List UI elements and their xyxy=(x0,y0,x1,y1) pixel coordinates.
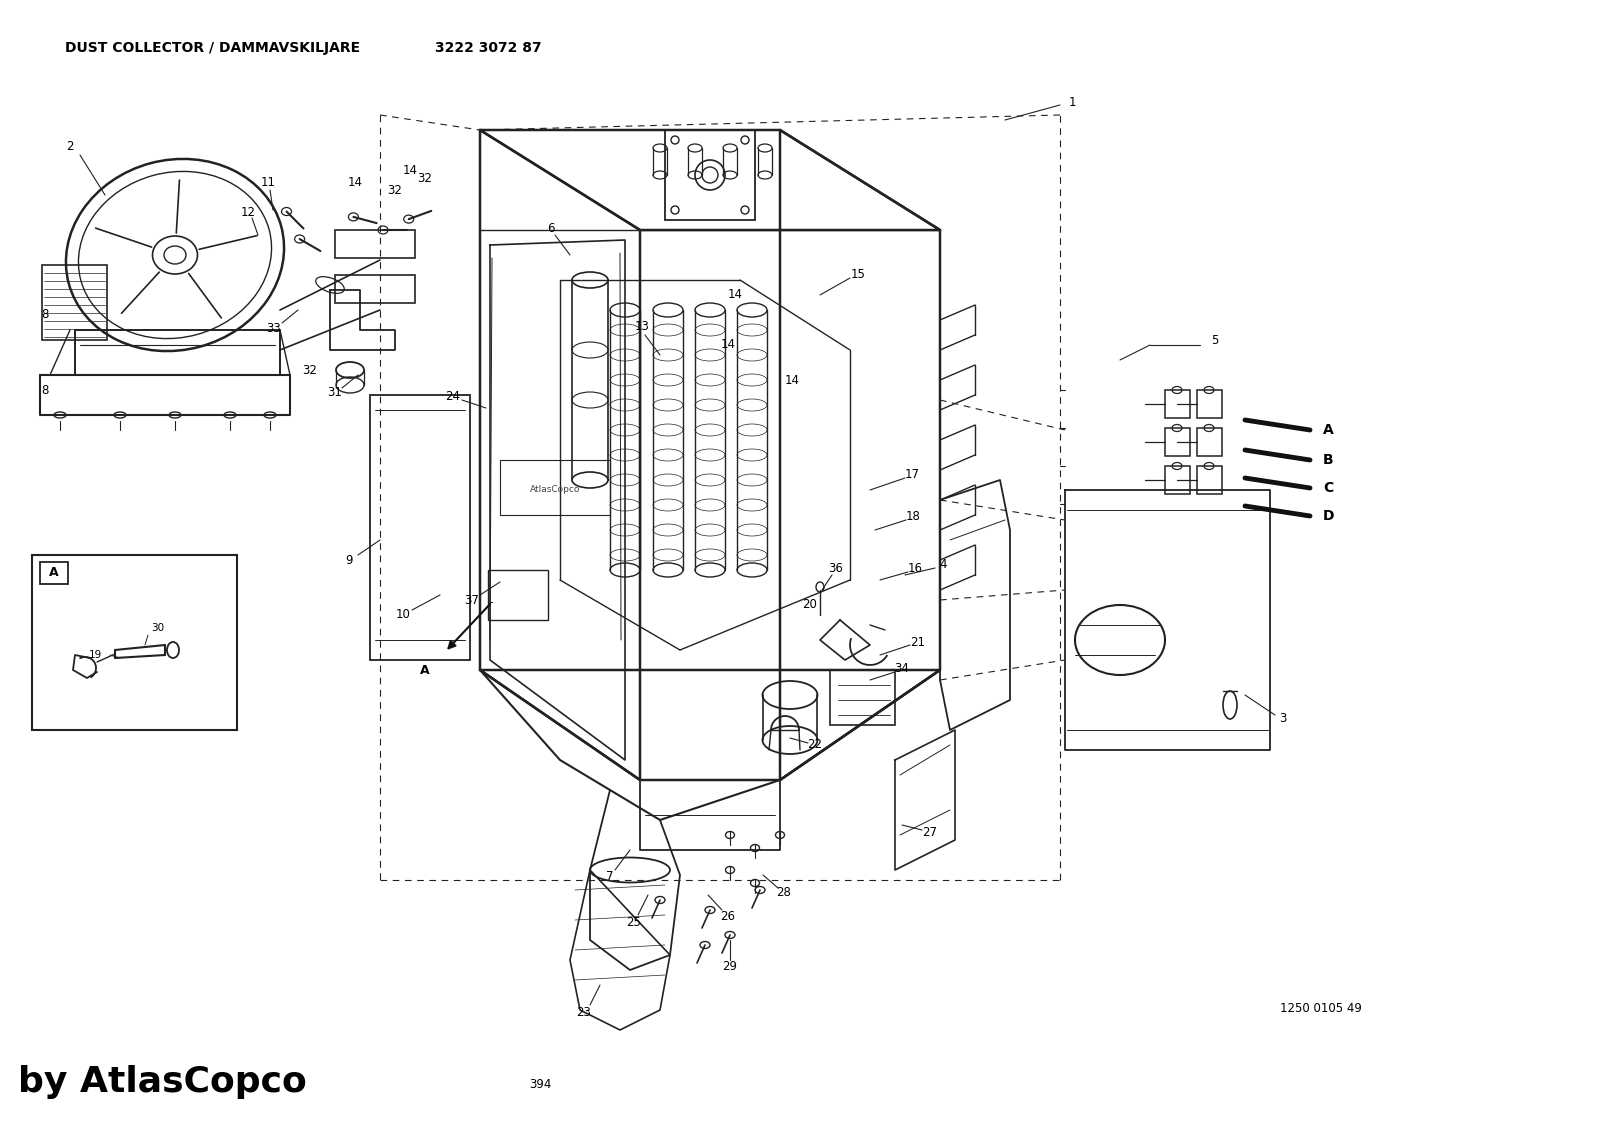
Text: 27: 27 xyxy=(923,826,938,840)
Text: 26: 26 xyxy=(720,910,736,922)
Bar xyxy=(830,670,894,725)
Text: 21: 21 xyxy=(910,635,925,649)
Text: 6: 6 xyxy=(547,221,555,235)
Text: DUST COLLECTOR / DAMMAVSKILJARE: DUST COLLECTOR / DAMMAVSKILJARE xyxy=(66,41,360,55)
Text: 17: 17 xyxy=(904,469,920,481)
Text: 10: 10 xyxy=(395,608,411,622)
Text: 32: 32 xyxy=(302,364,317,376)
Text: 8: 8 xyxy=(42,308,48,322)
Text: 4: 4 xyxy=(939,558,947,572)
Text: 7: 7 xyxy=(606,870,614,884)
Bar xyxy=(40,562,67,584)
Text: 11: 11 xyxy=(261,176,275,190)
Text: C: C xyxy=(1323,481,1333,495)
Text: 37: 37 xyxy=(464,594,480,608)
Text: 12: 12 xyxy=(240,206,256,218)
Text: 20: 20 xyxy=(803,599,818,611)
Text: 14: 14 xyxy=(720,339,736,351)
Text: 32: 32 xyxy=(387,183,403,197)
Text: 19: 19 xyxy=(88,650,102,660)
Bar xyxy=(42,266,107,340)
Text: 5: 5 xyxy=(1211,334,1219,348)
Text: B: B xyxy=(1323,453,1333,467)
Text: A: A xyxy=(1323,423,1333,437)
Text: 36: 36 xyxy=(829,562,843,574)
Bar xyxy=(32,555,237,730)
Text: by AtlasCopco: by AtlasCopco xyxy=(18,1064,307,1099)
Text: 15: 15 xyxy=(851,268,866,280)
Bar xyxy=(1197,390,1222,418)
Bar xyxy=(1197,466,1222,494)
Text: 18: 18 xyxy=(906,511,920,523)
Text: 14: 14 xyxy=(403,164,418,176)
Text: 29: 29 xyxy=(723,960,738,974)
Text: AtlasCopco: AtlasCopco xyxy=(530,486,581,495)
Text: 9: 9 xyxy=(346,554,352,566)
Bar xyxy=(1165,390,1190,418)
Text: 3222 3072 87: 3222 3072 87 xyxy=(435,41,542,55)
Text: 394: 394 xyxy=(530,1078,550,1092)
Text: 31: 31 xyxy=(328,386,342,400)
Bar xyxy=(499,460,610,515)
Text: 8: 8 xyxy=(42,383,48,397)
Text: 16: 16 xyxy=(907,563,923,575)
Text: 14: 14 xyxy=(728,288,742,302)
Text: 33: 33 xyxy=(267,322,282,334)
Text: 24: 24 xyxy=(445,391,461,403)
Bar xyxy=(1165,428,1190,457)
Text: 22: 22 xyxy=(808,739,822,751)
Bar xyxy=(334,275,414,303)
Text: 23: 23 xyxy=(576,1006,592,1018)
Text: A: A xyxy=(50,566,59,580)
Text: 1250 0105 49: 1250 0105 49 xyxy=(1280,1001,1362,1015)
Bar xyxy=(334,231,414,258)
Text: 25: 25 xyxy=(627,915,642,929)
Text: 2: 2 xyxy=(66,140,74,154)
Text: 14: 14 xyxy=(347,176,363,190)
Text: 14: 14 xyxy=(784,374,800,386)
Text: 30: 30 xyxy=(152,623,165,633)
Text: D: D xyxy=(1322,508,1334,523)
Text: 1: 1 xyxy=(1069,96,1075,110)
Text: 34: 34 xyxy=(894,661,909,675)
Text: 3: 3 xyxy=(1280,712,1286,724)
Text: A: A xyxy=(421,663,430,677)
Bar xyxy=(666,130,755,220)
Bar xyxy=(488,570,547,620)
Bar xyxy=(370,396,470,660)
Text: 32: 32 xyxy=(418,172,432,184)
Bar xyxy=(1197,428,1222,457)
Text: 13: 13 xyxy=(635,321,650,333)
Bar xyxy=(1165,466,1190,494)
Text: 28: 28 xyxy=(776,887,792,899)
